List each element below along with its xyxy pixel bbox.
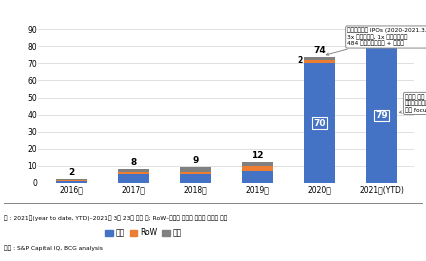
Text: 79: 79 [374,111,387,120]
Bar [55,181,86,183]
Text: 74: 74 [312,46,325,55]
Text: 9: 9 [192,156,198,165]
Text: 증권거래소별 IPOs (2020-2021.3.23)
3x 유로넥스트, 1x 도이체베르제
484 뉴욕증권거래소 + 나스닥: 증권거래소별 IPOs (2020-2021.3.23) 3x 유로넥스트, 1… [325,28,426,55]
Bar [179,174,210,183]
Bar [117,169,148,172]
Legend: 미국, RoW, 유럽: 미국, RoW, 유럽 [102,225,185,240]
Bar [117,174,148,183]
Text: 주 : 2021년(year to date, YTD)–2021년 3월 23일 기준 값; RoW–미국과 유럽을 제외한 나머지 세계: 주 : 2021년(year to date, YTD)–2021년 3월 23… [4,215,227,221]
Bar [365,41,396,45]
Text: 12: 12 [250,151,263,160]
Bar [241,162,272,166]
Text: 다수의 유럽
기업인수목적회사(SPACs)가
미국 focus list에 오름: 다수의 유럽 기업인수목적회사(SPACs)가 미국 focus list에 오… [398,94,426,113]
Bar [55,180,86,181]
Bar [303,57,334,60]
Bar [365,45,396,48]
Text: 70: 70 [313,118,325,128]
Text: 출처 : S&P Capital IQ, BCG analysis: 출처 : S&P Capital IQ, BCG analysis [4,245,103,251]
Bar [303,63,334,183]
Bar [365,48,396,183]
Bar [117,172,148,174]
Text: 2: 2 [358,41,363,50]
Bar [179,167,210,172]
Text: 83: 83 [374,30,387,39]
Text: 8: 8 [130,158,136,167]
Bar [179,172,210,174]
Bar [303,60,334,63]
Bar [241,171,272,183]
Text: 2: 2 [68,168,74,177]
Bar [55,179,86,180]
Bar [241,166,272,171]
Text: 2: 2 [296,56,302,66]
